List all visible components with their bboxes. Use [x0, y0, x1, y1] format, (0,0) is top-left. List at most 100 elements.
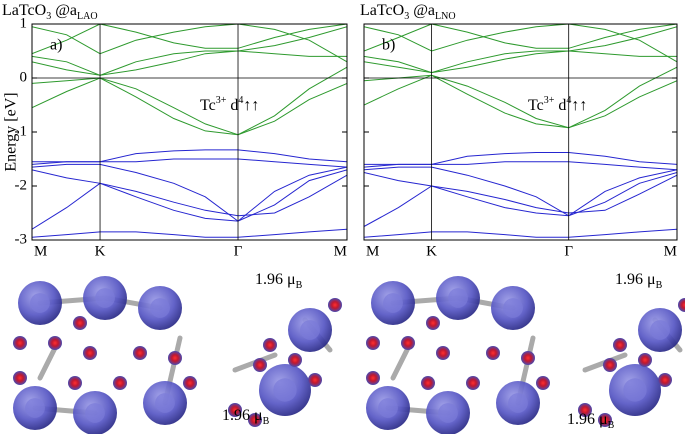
oxygen-atom — [328, 298, 342, 312]
band-line — [32, 174, 347, 230]
band-line — [32, 24, 347, 55]
band-line — [364, 174, 677, 227]
band-line — [364, 24, 677, 52]
oxygen-atom — [83, 346, 97, 360]
orbital-annotation-part: d — [226, 97, 238, 114]
orbital-annotation-part: Tc — [200, 97, 216, 114]
oxygen-atom — [578, 403, 592, 417]
band-plot — [32, 24, 347, 238]
band-line — [32, 50, 347, 76]
oxygen-atom — [401, 336, 415, 350]
oxygen-atom — [253, 358, 267, 372]
oxygen-atom — [248, 413, 262, 427]
orbital-annotation-part: d — [554, 97, 566, 114]
moment-label-part: B — [608, 420, 615, 431]
spin-lobe-core — [623, 378, 647, 402]
x-tick-label: K — [95, 243, 106, 259]
x-tick-label: K — [426, 243, 437, 259]
band-line — [364, 166, 677, 217]
band-line — [32, 163, 347, 222]
orbital-annotation-part: ↑↑ — [571, 97, 587, 114]
orbital-annotation: Tc3+ d4↑↑ — [200, 95, 259, 114]
moment-label-part: B — [263, 416, 270, 427]
x-tick-label: M — [334, 243, 347, 259]
spin-lobe-core — [30, 293, 50, 313]
moment-label-part: B — [656, 280, 663, 291]
band-line — [364, 228, 677, 238]
orbital-annotation-part: 4 — [238, 95, 243, 106]
bond — [37, 345, 58, 381]
plot-frame — [363, 23, 678, 241]
oxygen-atom — [678, 298, 685, 312]
orbital-annotation-part: 3+ — [544, 95, 555, 106]
spin-lobe-core — [155, 393, 175, 413]
panel-title-part: @a — [51, 2, 77, 19]
oxygen-atom — [68, 376, 82, 390]
band-line — [364, 50, 677, 74]
panel-label: a) — [50, 37, 62, 54]
orbital-annotation-part: ↑↑ — [243, 97, 259, 114]
x-tick-label: M — [664, 243, 677, 259]
oxygen-atom — [466, 376, 480, 390]
band-line — [32, 77, 347, 136]
oxygen-atom — [536, 376, 550, 390]
orbital-annotation-part: 3+ — [216, 95, 227, 106]
moment-label-part: 1.96 μ — [222, 407, 263, 424]
bond — [390, 345, 411, 381]
moment-label-part: 1.96 μ — [567, 411, 608, 428]
oxygen-atom — [228, 403, 242, 417]
plot-frame — [31, 23, 348, 241]
panel-title-part: LaTcO — [360, 2, 404, 19]
panel-title-part: LaTcO — [2, 2, 46, 19]
band-line — [364, 24, 677, 63]
band-line — [32, 149, 347, 163]
spin-lobe-core — [438, 403, 458, 423]
oxygen-atom — [603, 358, 617, 372]
oxygen-atom — [613, 338, 627, 352]
panel-title-part: @a — [409, 2, 435, 19]
oxygen-atom — [288, 353, 302, 367]
moment-label: 1.96 μB — [255, 271, 303, 291]
oxygen-atom — [13, 371, 27, 385]
panel-title: LaTcO3 @aLAO — [2, 2, 98, 22]
oxygen-atom — [73, 316, 87, 330]
oxygen-atom — [366, 371, 380, 385]
panel-title-part: LAO — [77, 11, 98, 22]
moment-label: 1.96 μB — [567, 411, 615, 431]
oxygen-atom — [168, 351, 182, 365]
band-line — [364, 74, 677, 129]
spin-lobe-core — [503, 298, 523, 318]
panel-label: b) — [382, 37, 395, 54]
x-tick-label: Γ — [564, 243, 573, 259]
panel-title-part: 3 — [46, 11, 51, 22]
band-line — [32, 24, 347, 63]
spin-lobe-core — [25, 398, 45, 418]
band-line — [32, 26, 347, 76]
x-tick-label: M — [34, 243, 47, 259]
spin-lobe-core — [85, 403, 105, 423]
spin-lobe-core — [508, 393, 528, 413]
band-line — [364, 66, 677, 129]
band-line — [364, 172, 677, 217]
oxygen-atom — [366, 336, 380, 350]
band-line — [32, 228, 347, 238]
oxygen-atom — [421, 376, 435, 390]
y-tick-label: -3 — [15, 231, 28, 247]
oxygen-atom — [13, 336, 27, 350]
orbital-annotation: Tc3+ d4↑↑ — [528, 95, 587, 114]
panel-title-part: 3 — [404, 11, 409, 22]
y-tick-label: 0 — [20, 69, 28, 85]
spin-lobe-core — [95, 288, 115, 308]
oxygen-atom — [183, 376, 197, 390]
band-line — [364, 161, 677, 171]
moment-label: 1.96 μB — [615, 271, 663, 291]
oxygen-atom — [133, 346, 147, 360]
x-tick-label: Γ — [234, 243, 243, 259]
panel-title: LaTcO3 @aLNO — [360, 2, 456, 22]
spin-lobe-core — [448, 288, 468, 308]
spin-lobe-core — [383, 293, 403, 313]
moment-label-part: B — [296, 280, 303, 291]
oxygen-atom — [48, 336, 62, 350]
moment-label: 1.96 μB — [222, 407, 270, 427]
